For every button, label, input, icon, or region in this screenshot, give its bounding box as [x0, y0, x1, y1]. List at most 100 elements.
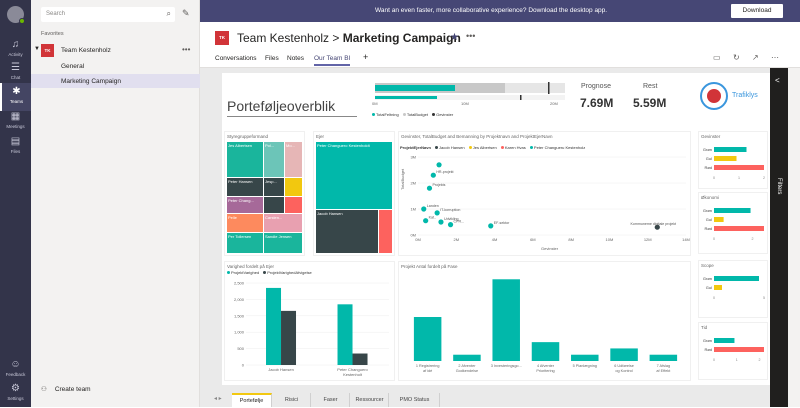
y-tick-label: Gul — [706, 217, 712, 222]
y-tick-label: Rød — [704, 347, 712, 352]
y-tick-label: Gul — [706, 285, 712, 290]
gear-icon: ⚙ — [11, 383, 20, 394]
y-tick-label: Grøn — [703, 147, 712, 152]
page-tab-pmo-status[interactable]: PMO Status — [390, 393, 440, 407]
add-tab-button[interactable]: + — [363, 52, 369, 62]
y-tick-label: 1,500 — [234, 313, 245, 318]
filters-pane[interactable]: < Filters — [770, 68, 788, 407]
treemap-cell[interactable]: Peter Changuero Kestenholdt — [316, 142, 392, 209]
small-chart-plot: Grøn Gul Rød 0 1 2 — [703, 147, 765, 180]
treemap-cell[interactable] — [285, 178, 302, 196]
bar-chart-varighed[interactable]: Varighed fordelt på Ejer — [224, 261, 395, 381]
user-avatar[interactable] — [7, 6, 25, 24]
x-tick-label: Kestenholt — [343, 372, 363, 377]
download-button[interactable]: Download — [731, 4, 783, 18]
rail-meetings[interactable]: ▦ Meetings — [6, 111, 25, 130]
scatter-point — [488, 223, 494, 229]
y-tick-label: 0M — [410, 233, 416, 238]
channel-marketing-campaign[interactable]: Marketing Campaign — [31, 74, 200, 88]
tab-our-team-bi[interactable]: Our Team BI — [314, 55, 351, 66]
rail-teams[interactable]: ✱ Teams — [0, 83, 31, 111]
y-tick-label: Grøn — [703, 338, 712, 343]
small-chart-okonomi[interactable]: Økonomi — [698, 192, 768, 254]
x-tick-label: 5 Planlægning — [573, 364, 597, 368]
scatter-ylabel: TotalBudget — [400, 168, 405, 190]
calendar-icon: ▦ — [10, 111, 21, 122]
point-label: Udvikling — [444, 217, 459, 221]
treemap-cell[interactable]: Peter Chang... — [227, 197, 263, 213]
more-options-icon[interactable]: ••• — [466, 31, 476, 41]
page-tab-faser[interactable]: Faser — [312, 393, 350, 407]
compose-icon[interactable]: ✎ — [182, 8, 190, 18]
treemap-cell[interactable]: Pol... — [264, 142, 284, 177]
treemap-cell[interactable]: Peter Hansen — [227, 178, 263, 196]
refresh-icon[interactable]: ↻ — [733, 53, 740, 62]
rail-feedback[interactable]: ☺ Feedback — [5, 359, 26, 378]
treemap-cell[interactable]: Jesp... — [264, 178, 284, 196]
treemap-cell[interactable]: Mo... — [285, 142, 302, 177]
teams-icon: ✱ — [12, 86, 21, 97]
treemap-cell[interactable]: Jacob Hansen — [316, 210, 378, 253]
treemap-cell[interactable] — [264, 197, 284, 213]
more-options-icon[interactable]: ⋯ — [771, 53, 779, 62]
page-title: Team Kestenholz > Marketing Campaign — [237, 31, 461, 45]
y-tick-label: 3M — [410, 155, 416, 160]
y-tick-label: 2,000 — [234, 297, 245, 302]
more-options-icon[interactable]: ••• — [182, 45, 191, 54]
conversation-icon[interactable]: ▭ — [713, 53, 721, 62]
people-add-icon: ⚇ — [41, 386, 47, 393]
chevron-left-icon[interactable]: < — [775, 76, 780, 85]
x-tick-label: 10M — [606, 237, 614, 242]
treemap-cell[interactable]: Jes Albertsen — [227, 142, 263, 177]
favorite-star-icon[interactable]: ★ — [450, 32, 459, 43]
x-tick-label: 2 Afventer — [458, 364, 476, 368]
kpi-value: 5.59M — [633, 96, 667, 110]
scrollbar[interactable] — [788, 68, 800, 407]
x-tick-label: Prioritering — [536, 369, 554, 373]
page-tab-portefolje[interactable]: Portefølje — [232, 393, 272, 407]
bar — [714, 165, 764, 170]
x-tick-label: 5 — [763, 296, 765, 300]
team-item[interactable]: ▼ TK Team Kestenholz ••• — [31, 43, 200, 58]
treemap-cell[interactable]: Sandie Jensen — [264, 233, 302, 253]
search-input[interactable]: Search ⌕ — [41, 7, 175, 22]
x-tick-label: Jacob Hansen — [268, 367, 294, 372]
point-label: EF-sektor — [494, 221, 510, 225]
popout-icon[interactable]: ↗ — [752, 53, 759, 62]
y-tick-label: 1,000 — [234, 330, 245, 335]
create-team-button[interactable]: ⚇ Create team — [41, 386, 91, 393]
bullet-tick: 20M — [550, 101, 558, 106]
rail-chat[interactable]: ☰ Chat — [10, 62, 21, 81]
rail-files[interactable]: ▤ Files — [10, 136, 21, 155]
traffic-light-icon — [700, 82, 728, 110]
x-tick-label: 2 — [763, 176, 765, 180]
page-tab-ressourcer[interactable]: Ressourcer — [351, 393, 389, 407]
treemap-cell[interactable] — [379, 210, 392, 253]
x-tick-label: 0M — [415, 237, 421, 242]
tab-files[interactable]: Files — [265, 55, 279, 62]
page-nav-icon[interactable]: ◂ ▸ — [214, 396, 222, 402]
rail-settings[interactable]: ⚙ Settings — [7, 383, 24, 402]
treemap-cell[interactable]: Pelle — [227, 214, 263, 232]
treemap-cell[interactable] — [285, 197, 302, 213]
scatter-plot: 0M 1M 2M 3M 0M 2M 4M 6M 8M 10M 12M 14M HR-projekt Pro… — [410, 155, 689, 243]
channel-general[interactable]: General — [61, 63, 85, 70]
page-tab-risici[interactable]: Risici — [273, 393, 311, 407]
x-tick-label: 1 — [736, 358, 738, 362]
point-label: Kommuneme digitale projekt — [631, 222, 677, 226]
download-banner: Want an even faster, more collaborative … — [200, 0, 800, 22]
rail-activity[interactable]: ♫ Activity — [8, 39, 23, 58]
scatter-legend: ProjektEjerNavn Jacob Hansen Jes Alberts… — [400, 145, 586, 150]
y-tick-label: 0 — [242, 363, 245, 368]
scatter-point — [447, 222, 454, 228]
bar — [610, 348, 638, 361]
x-tick-label: 4M — [492, 237, 498, 242]
bar — [714, 156, 737, 161]
treemap-cell[interactable]: Carsten... — [264, 214, 302, 232]
traffic-light-label: Trafiklys — [732, 92, 758, 99]
small-chart-scope[interactable]: Scope — [698, 260, 768, 318]
tab-notes[interactable]: Notes — [287, 55, 304, 62]
tab-conversations[interactable]: Conversations — [215, 55, 257, 62]
caret-down-icon[interactable]: ▼ — [34, 46, 40, 52]
treemap-cell[interactable]: Per Tollersen — [227, 233, 263, 253]
